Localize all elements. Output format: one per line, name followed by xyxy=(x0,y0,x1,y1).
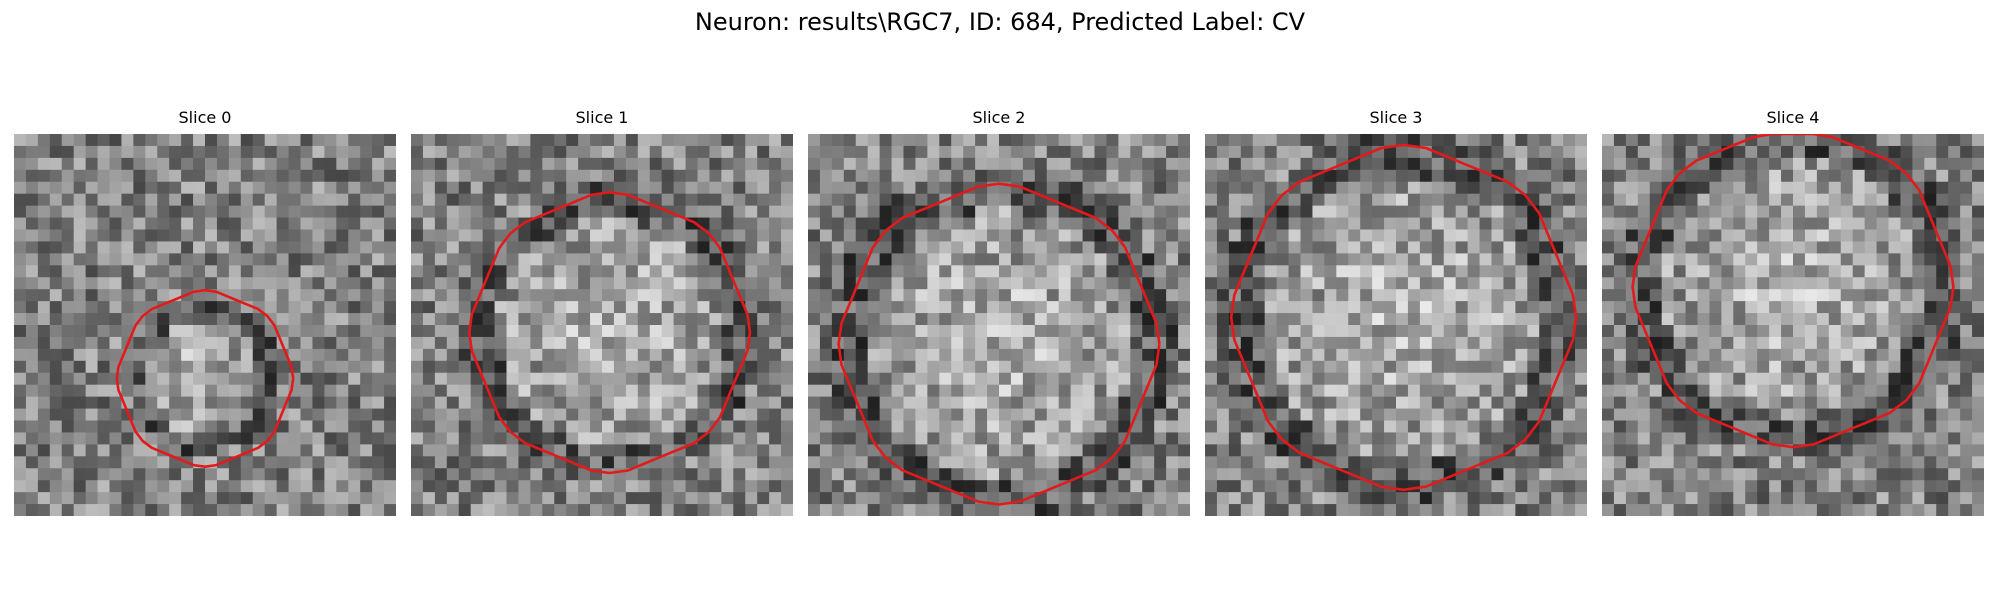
slice-image xyxy=(1205,134,1587,516)
figure-title: Neuron: results\RGC7, ID: 684, Predicted… xyxy=(694,8,1306,36)
slice-panel-4: Slice 4 xyxy=(1602,108,1984,516)
slice-panel-0: Slice 0 xyxy=(14,108,396,516)
pixel-grid xyxy=(411,134,793,516)
cell-contour xyxy=(1631,134,1955,449)
slice-title: Slice 3 xyxy=(1369,108,1423,127)
cell-contour xyxy=(115,288,295,469)
slice-image xyxy=(1602,134,1984,516)
slice-panel-1: Slice 1 xyxy=(411,108,793,516)
cell-contour xyxy=(837,182,1161,506)
slice-title: Slice 4 xyxy=(1766,108,1820,127)
pixel-grid xyxy=(1205,134,1587,516)
slice-title: Slice 2 xyxy=(972,108,1026,127)
slice-title: Slice 1 xyxy=(575,108,629,127)
slice-panel-3: Slice 3 xyxy=(1205,108,1587,516)
slice-image xyxy=(808,134,1190,516)
pixel-grid xyxy=(1602,134,1984,516)
pixel-grid xyxy=(14,134,396,516)
cell-contour xyxy=(1229,143,1578,492)
slice-image xyxy=(411,134,793,516)
slice-image xyxy=(14,134,396,516)
cell-contour xyxy=(467,190,752,475)
pixel-grid xyxy=(808,134,1190,516)
slice-panel-2: Slice 2 xyxy=(808,108,1190,516)
slice-title: Slice 0 xyxy=(178,108,232,127)
